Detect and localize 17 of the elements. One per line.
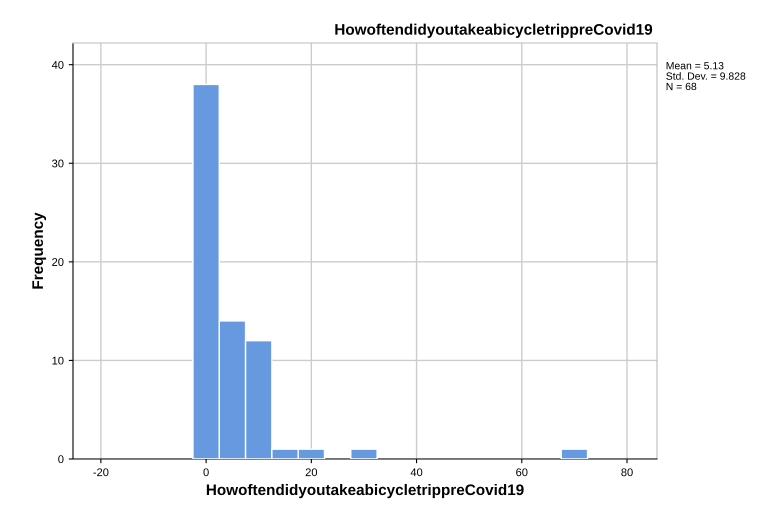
y-tick-label: 30 <box>52 160 64 168</box>
x-tick-label: 0 <box>203 468 209 476</box>
x-tick-label: 60 <box>516 468 528 476</box>
y-tick-label: 40 <box>52 60 64 69</box>
y-axis-title: Frequency <box>32 212 46 289</box>
chart-title: HowoftendidyoutakeabicycletrippreCovid19 <box>335 24 652 38</box>
text: Std. Dev. = 9.828 <box>666 72 746 80</box>
x-axis-title: HowoftendidyoutakeabicycletrippreCovid19 <box>206 484 524 498</box>
text: Mean = 5.13 <box>666 62 724 70</box>
y-tick-label: 20 <box>52 258 64 266</box>
x-tick-label: -20 <box>93 468 108 476</box>
x-tick-label: 20 <box>306 468 318 476</box>
text: N = 68 <box>666 82 696 90</box>
x-tick-label: 40 <box>410 468 422 476</box>
x-tick-label: 80 <box>621 468 633 476</box>
y-tick-label: 0 <box>58 455 64 464</box>
y-tick-label: 10 <box>52 356 64 365</box>
